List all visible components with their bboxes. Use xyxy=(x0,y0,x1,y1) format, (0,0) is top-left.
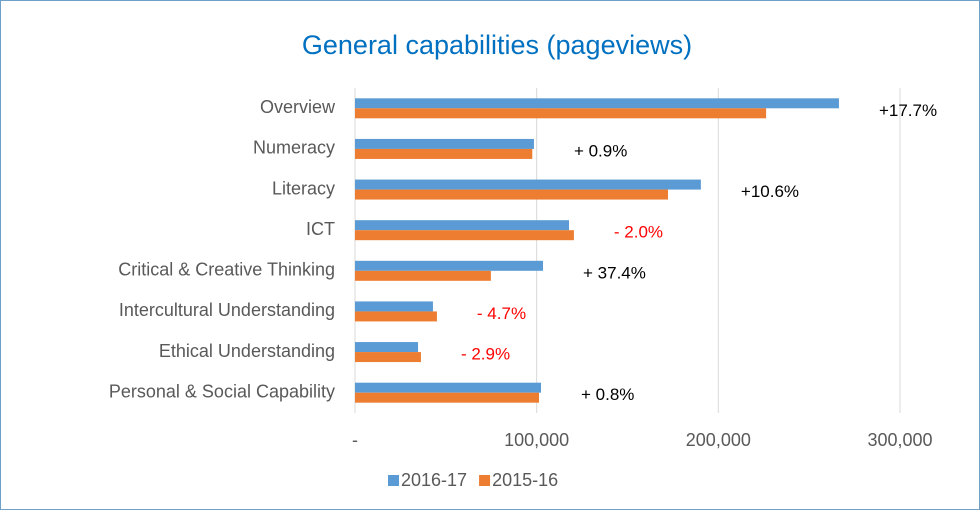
annotation: + 0.9% xyxy=(574,141,627,160)
bar xyxy=(355,138,534,149)
bar xyxy=(355,342,419,353)
x-tick-label: 200,000 xyxy=(686,430,751,450)
bar xyxy=(355,98,839,109)
bar xyxy=(355,392,540,403)
bar xyxy=(355,382,542,393)
legend-swatch xyxy=(388,475,399,486)
legend-label: 2016-17 xyxy=(401,470,467,490)
annotation: - 4.7% xyxy=(477,304,526,323)
bar xyxy=(355,108,767,119)
annotation: + 37.4% xyxy=(583,263,646,282)
bar xyxy=(355,189,669,200)
annotation: - 2.0% xyxy=(614,223,663,242)
y-tick-label: Literacy xyxy=(272,178,335,198)
annotation: + 0.8% xyxy=(581,385,634,404)
bar xyxy=(355,301,433,312)
x-tick-label: 100,000 xyxy=(504,430,569,450)
y-tick-label: Ethical Understanding xyxy=(159,341,335,361)
annotation: +17.7% xyxy=(879,101,937,120)
chart-title: General capabilities (pageviews) xyxy=(302,30,692,60)
x-tick-label: 300,000 xyxy=(867,430,932,450)
bar xyxy=(355,179,701,190)
bar xyxy=(355,352,421,363)
x-tick-label: - xyxy=(352,430,358,450)
bar xyxy=(355,148,533,159)
y-tick-label: ICT xyxy=(306,219,335,239)
bar xyxy=(355,230,574,241)
y-tick-label: Numeracy xyxy=(253,138,335,158)
legend-swatch xyxy=(479,475,491,486)
bar xyxy=(355,220,570,231)
y-tick-label: Personal & Social Capability xyxy=(109,381,335,401)
bar xyxy=(355,270,491,281)
bar xyxy=(355,311,437,322)
legend-label: 2015-16 xyxy=(492,470,558,490)
y-tick-label: Intercultural Understanding xyxy=(119,300,335,320)
annotation: +10.6% xyxy=(741,182,799,201)
y-tick-label: Overview xyxy=(260,97,336,117)
y-tick-label: Critical & Creative Thinking xyxy=(118,260,335,280)
bar xyxy=(355,260,544,271)
annotation: - 2.9% xyxy=(461,345,510,364)
